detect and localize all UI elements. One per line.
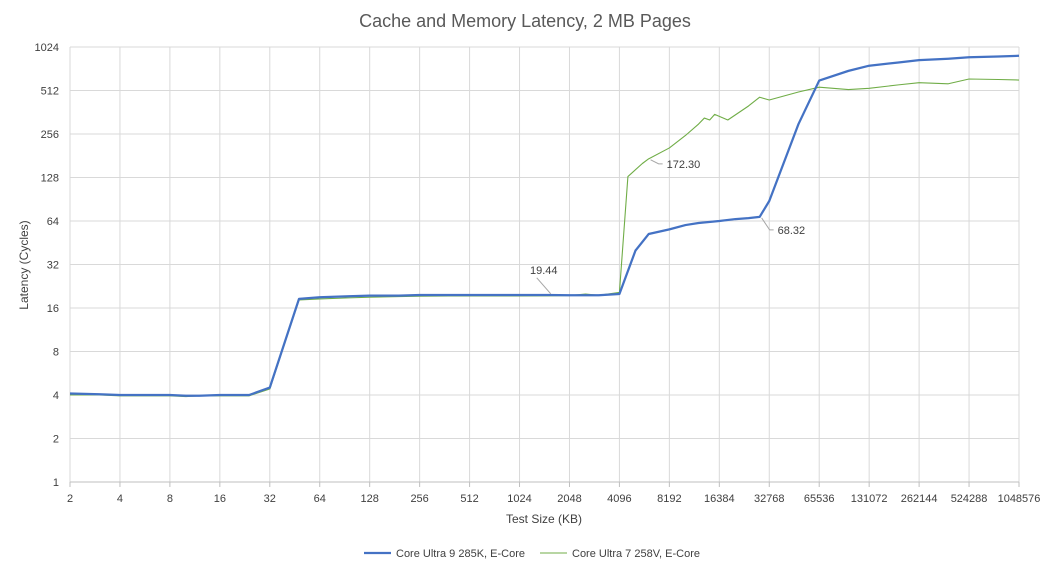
x-tick-label: 4 (117, 493, 123, 505)
annotation-leader (536, 277, 552, 295)
x-tick-label: 4096 (607, 493, 631, 505)
legend-entry: Core Ultra 9 285K, E-Core (396, 548, 525, 560)
data-label: 68.32 (778, 225, 806, 237)
x-tick-label: 131072 (851, 493, 888, 505)
series-line-0 (69, 54, 1020, 397)
y-tick-label: 32 (47, 260, 59, 272)
series-layer (69, 54, 1020, 398)
y-tick-label: 4 (53, 390, 59, 402)
annotation-leader (650, 159, 663, 165)
series-line-1 (70, 78, 1020, 398)
x-tick-label: 512 (460, 493, 478, 505)
x-tick-label: 262144 (901, 493, 938, 505)
y-tick-label: 16 (47, 303, 59, 315)
y-axis-label: Latency (Cycles) (17, 220, 31, 309)
x-tick-label: 256 (410, 493, 428, 505)
y-tick-label: 64 (47, 216, 59, 228)
x-tick-label: 65536 (804, 493, 835, 505)
x-tick-label: 128 (361, 493, 379, 505)
x-tick-label: 32 (264, 493, 276, 505)
y-tick-label: 8 (53, 347, 59, 359)
x-tick-label: 1024 (507, 493, 531, 505)
y-tick-label: 2 (53, 434, 59, 446)
y-tick-label: 512 (41, 86, 59, 98)
y-tick-label: 128 (41, 173, 59, 185)
y-tick-label: 1 (53, 477, 59, 489)
legend-entry: Core Ultra 7 258V, E-Core (572, 548, 700, 560)
x-tick-label: 2048 (557, 493, 581, 505)
x-tick-label: 8 (167, 493, 173, 505)
annotation-layer: 172.30 68.32 19.44 (530, 159, 806, 295)
y-tick-label: 1024 (35, 42, 59, 54)
x-tick-label: 524288 (951, 493, 988, 505)
legend: Core Ultra 9 285K, E-Core Core Ultra 7 25… (364, 548, 700, 560)
x-tick-label: 1048576 (998, 493, 1041, 505)
x-tick-label: 32768 (754, 493, 785, 505)
x-tick-label: 8192 (657, 493, 681, 505)
chart-title: Cache and Memory Latency, 2 MB Pages (359, 11, 691, 31)
y-tick-label: 256 (41, 129, 59, 141)
x-tick-label: 2 (67, 493, 73, 505)
x-tick-label: 16384 (704, 493, 735, 505)
x-tick-label: 64 (314, 493, 326, 505)
grid-layer (69, 46, 1020, 483)
x-tick-label: 16 (214, 493, 226, 505)
annotation-leader (761, 217, 774, 231)
data-label: 19.44 (530, 265, 558, 277)
data-label: 172.30 (667, 159, 701, 171)
x-axis-label: Test Size (KB) (506, 512, 582, 526)
